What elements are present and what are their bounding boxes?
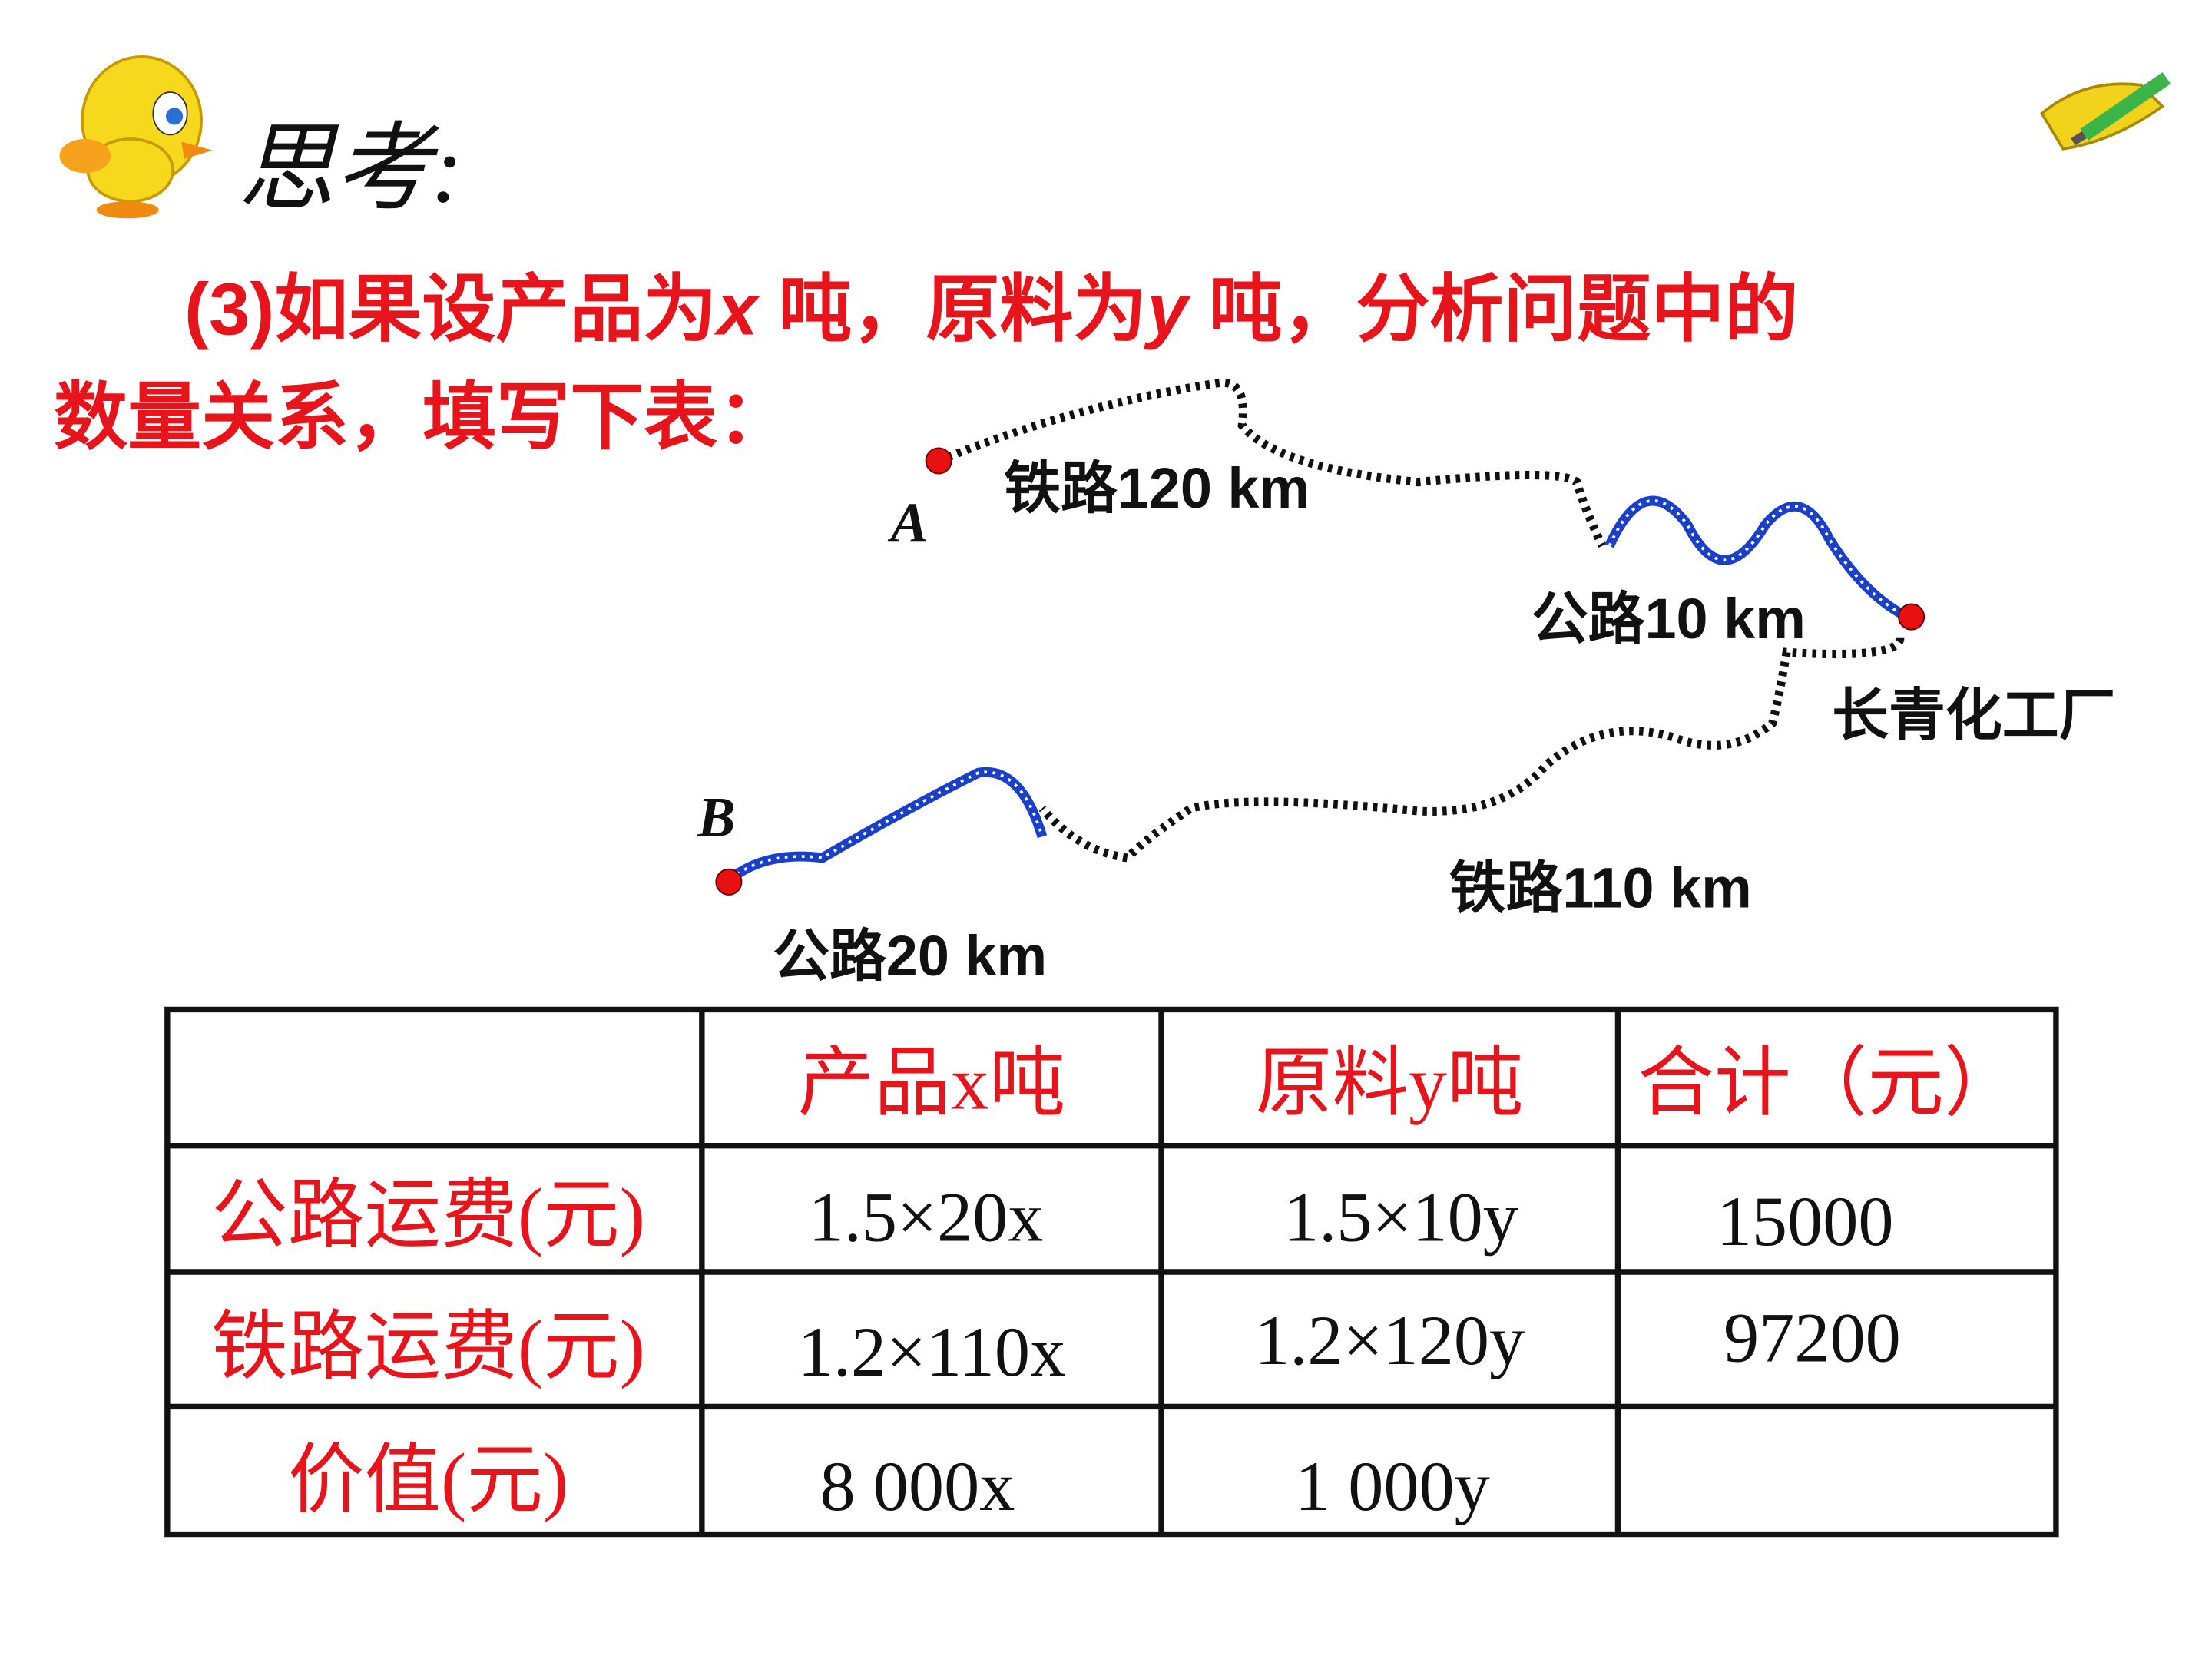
table-cell: 8 000x <box>820 1447 1015 1525</box>
map-label: 铁路110 km <box>1449 856 1752 920</box>
point-a <box>925 447 952 475</box>
point-b <box>715 868 743 896</box>
table-cell: 97200 <box>1724 1298 1901 1376</box>
map-label: 长青化工厂 <box>1832 683 2115 747</box>
table-header: 原料y吨 <box>1256 1041 1524 1126</box>
pen-icon <box>2040 71 2171 151</box>
row-label: 公路运费(元) <box>211 1172 645 1257</box>
slide-title: 思考: <box>238 116 463 223</box>
map-label: 公路10 km <box>1532 587 1806 651</box>
row-label: 价值(元) <box>288 1438 568 1523</box>
question-var: y <box>1144 269 1191 351</box>
table <box>164 1006 2059 1538</box>
question-line: (3)如果设产品为x 吨，原料为y 吨，分析问题中的 <box>184 269 1798 351</box>
table-header: 产品x吨 <box>797 1041 1065 1126</box>
road <box>727 767 1048 883</box>
table-cell: 1.5×10y <box>1283 1177 1518 1256</box>
map-label: 铁路120 km <box>1004 456 1310 520</box>
table-cell: 1.2×110x <box>798 1313 1066 1391</box>
question-var: x <box>713 269 760 351</box>
question-text: 吨，分析问题中的 <box>1188 269 1799 351</box>
table-header: 合计（元） <box>1637 1041 2020 1126</box>
table-cell: 1.2×120y <box>1254 1301 1525 1379</box>
question-text: (3)如果设产品为 <box>184 269 717 351</box>
question-line: 数量关系，填写下表： <box>54 376 791 459</box>
railway <box>937 378 1607 548</box>
route-map <box>715 378 1926 896</box>
factory-point <box>1898 603 1926 631</box>
map-label: B <box>697 786 735 849</box>
railway <box>1038 637 1905 863</box>
table-cell: 15000 <box>1717 1182 1894 1260</box>
map-label: 公路20 km <box>773 924 1047 988</box>
road-dots <box>1608 499 1908 618</box>
question-text: 吨，原料为 <box>758 269 1147 351</box>
table-cell: 1.5×20x <box>809 1177 1044 1256</box>
bird-icon <box>59 55 213 219</box>
row-label: 铁路运费(元) <box>211 1304 645 1389</box>
map-label: A <box>887 491 928 554</box>
table-cell: 1 000y <box>1295 1447 1490 1525</box>
